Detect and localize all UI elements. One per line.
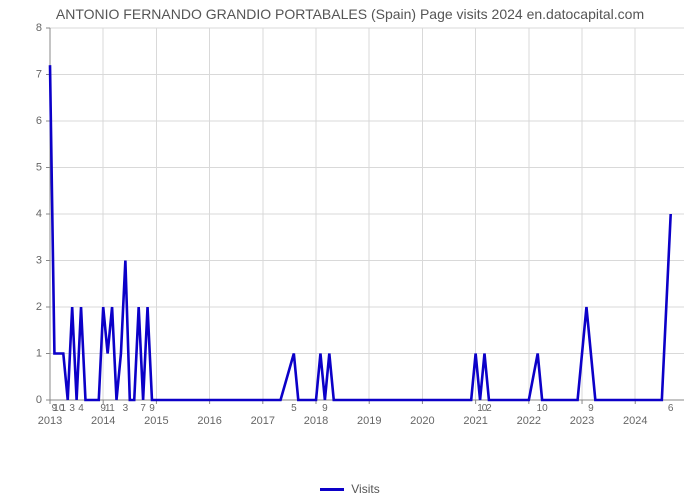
x-tick-label: 2024 xyxy=(623,415,647,427)
x-tick-label: 2017 xyxy=(251,415,275,427)
x-tick-label: 2019 xyxy=(357,415,381,427)
chart-area: 0123456782013201420152016201720182019202… xyxy=(50,28,684,428)
legend: Visits xyxy=(0,478,700,497)
y-tick-label: 0 xyxy=(36,394,42,406)
legend-label: Visits xyxy=(351,482,379,496)
x-value-label: 7 xyxy=(140,403,146,414)
x-value-label: 6 xyxy=(668,403,674,414)
x-tick-label: 2021 xyxy=(463,415,487,427)
x-value-label: 9 xyxy=(588,403,594,414)
y-tick-label: 6 xyxy=(36,115,42,127)
x-tick-label: 2023 xyxy=(570,415,594,427)
x-tick-label: 2015 xyxy=(144,415,168,427)
x-value-label: 9 xyxy=(149,403,155,414)
x-value-label: 3 xyxy=(123,403,129,414)
y-tick-label: 5 xyxy=(36,161,42,173)
x-value-label: 3 xyxy=(69,403,75,414)
x-tick-label: 2022 xyxy=(517,415,541,427)
x-tick-label: 2020 xyxy=(410,415,434,427)
x-value-label: 10 xyxy=(537,403,549,414)
x-value-label: 9 xyxy=(322,403,328,414)
y-tick-label: 8 xyxy=(36,22,42,34)
y-tick-label: 2 xyxy=(36,301,42,313)
x-value-label: 5 xyxy=(291,403,297,414)
legend-swatch xyxy=(320,488,344,491)
chart-title: ANTONIO FERNANDO GRANDIO PORTABALES (Spa… xyxy=(0,0,700,24)
y-tick-label: 4 xyxy=(36,208,42,220)
x-tick-label: 2016 xyxy=(197,415,221,427)
y-tick-label: 7 xyxy=(36,68,42,80)
y-tick-label: 3 xyxy=(36,254,42,266)
x-value-label: 4 xyxy=(78,403,84,414)
line-chart: 0123456782013201420152016201720182019202… xyxy=(50,28,684,428)
y-tick-label: 1 xyxy=(36,347,42,359)
x-tick-label: 2013 xyxy=(38,415,62,427)
x-tick-label: 2018 xyxy=(304,415,328,427)
x-value-label: 2 xyxy=(486,403,492,414)
x-value-label: 1 xyxy=(109,403,115,414)
x-value-label: 1 xyxy=(61,403,67,414)
x-tick-label: 2014 xyxy=(91,415,115,427)
